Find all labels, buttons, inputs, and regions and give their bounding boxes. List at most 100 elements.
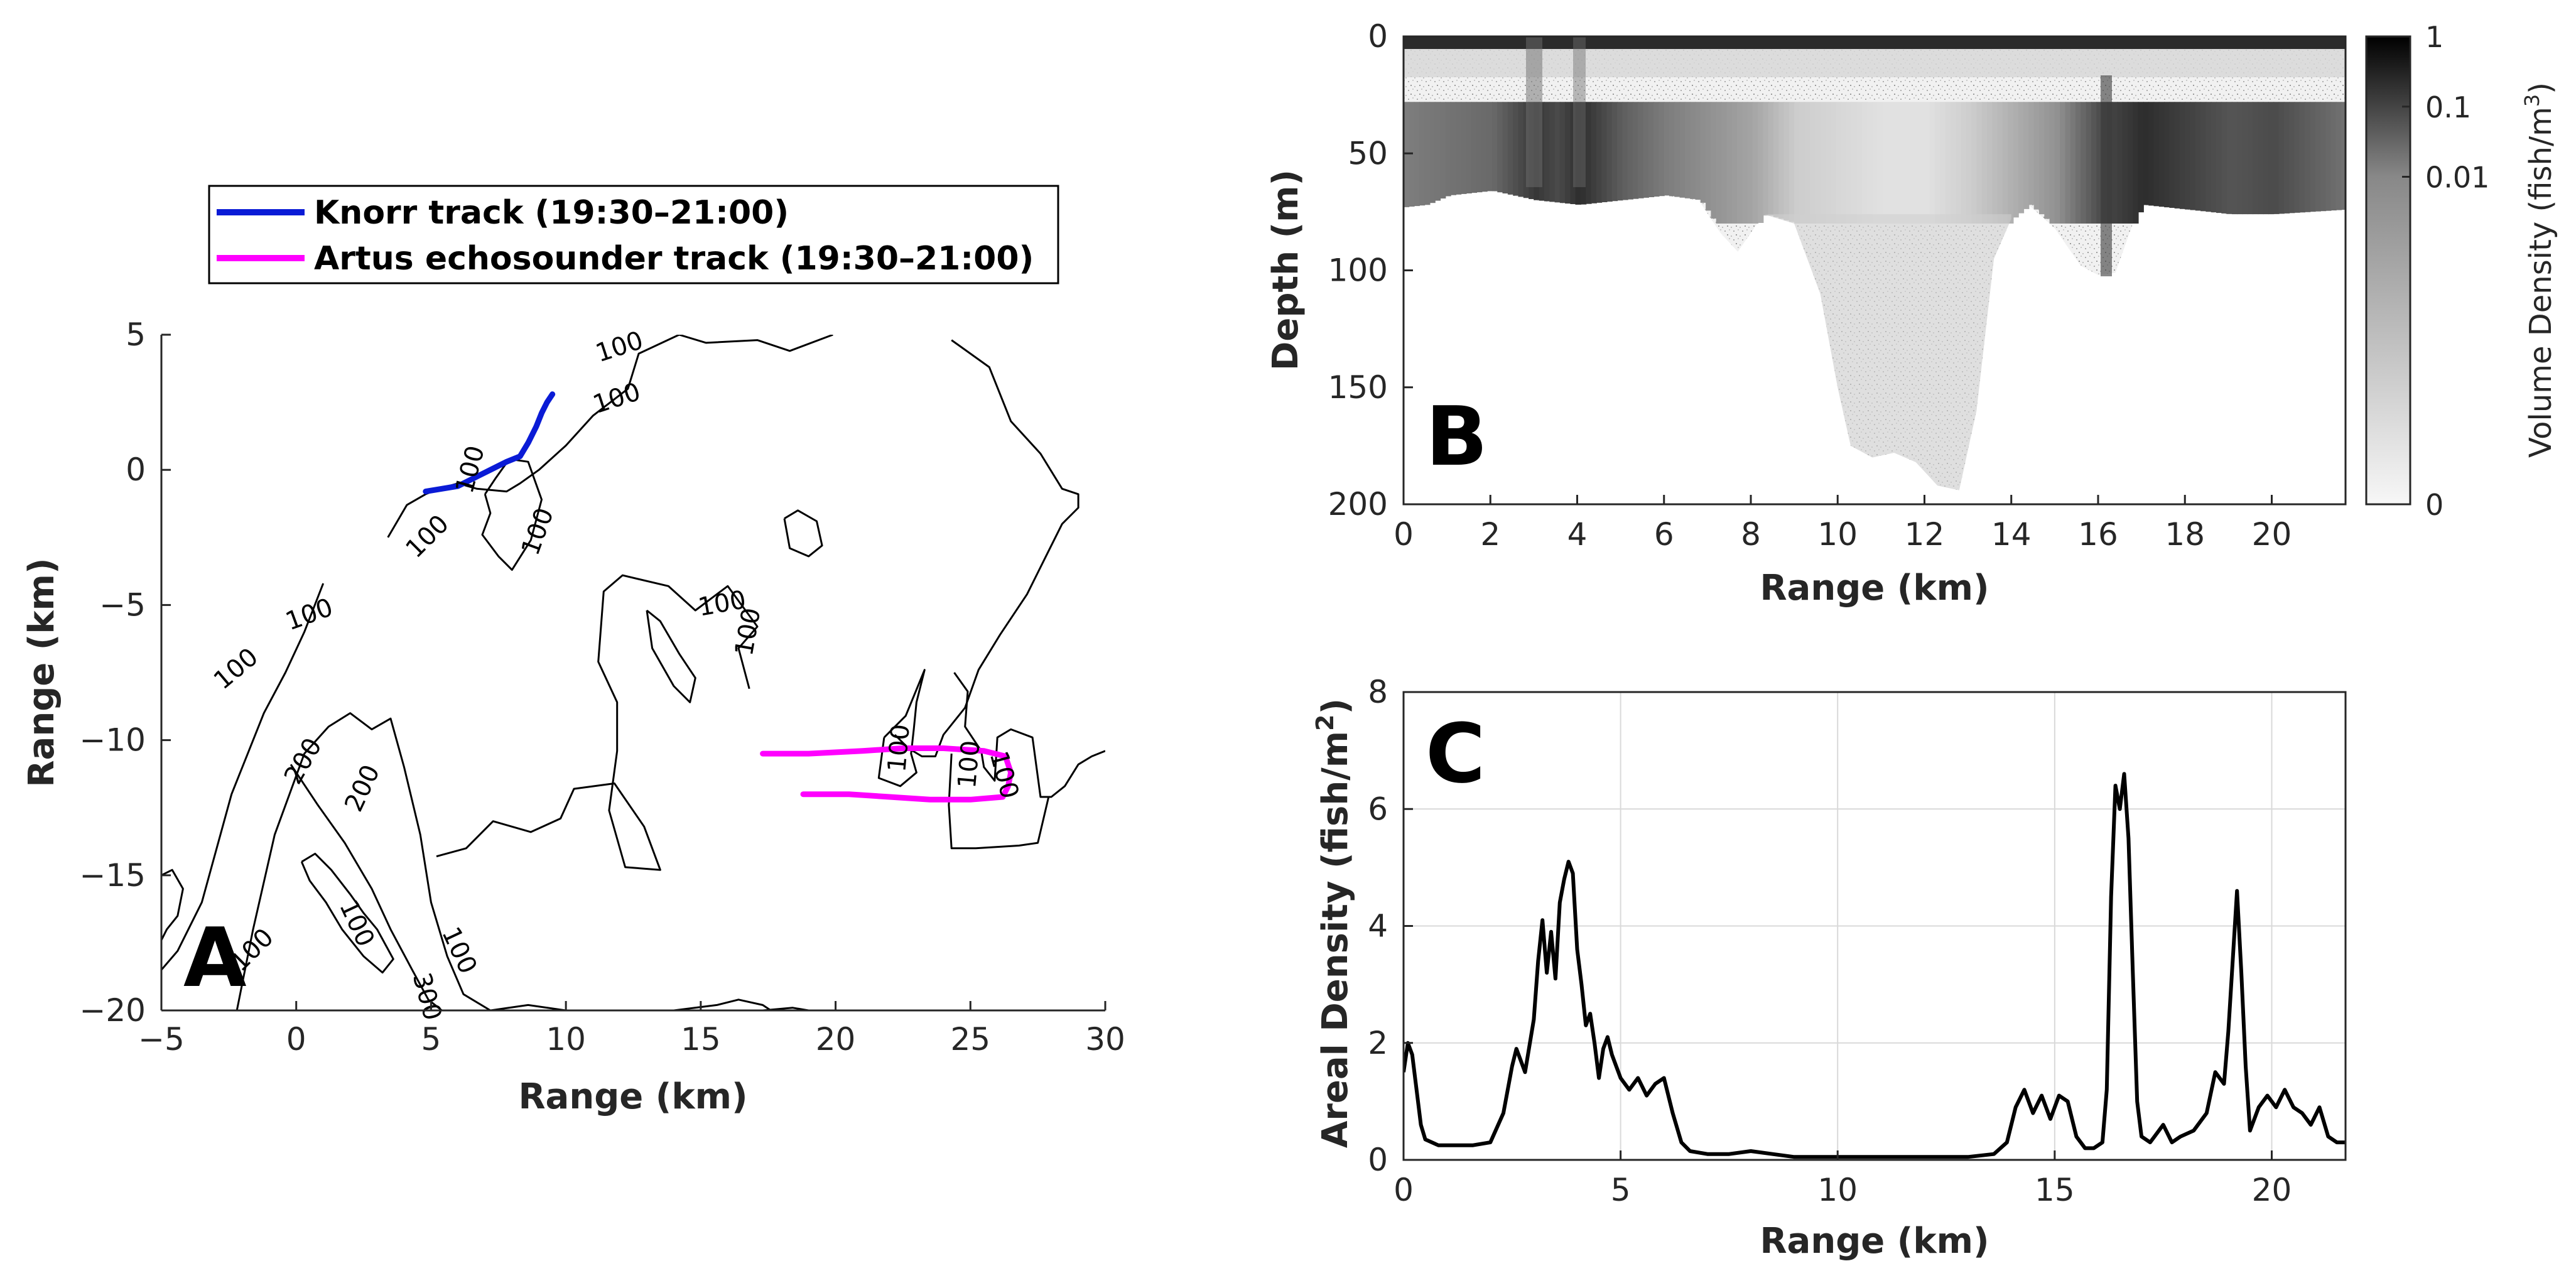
fish-layer-strip xyxy=(1951,102,1957,224)
fish-layer-strip xyxy=(1794,102,1800,224)
fish-layer-strip xyxy=(1659,102,1665,197)
track-knorr xyxy=(423,391,556,495)
x-axis-label: Range (km) xyxy=(1760,1221,1989,1262)
fish-layer-strip xyxy=(2049,102,2055,224)
fish-layer-strip xyxy=(2065,102,2071,224)
x-tick-label: 10 xyxy=(546,1021,586,1058)
fish-layer-strip xyxy=(1966,102,1973,224)
fish-layer-strip xyxy=(1856,102,1863,224)
fish-layer-strip xyxy=(1706,102,1712,211)
fish-layer-strip xyxy=(1888,102,1894,224)
contour-line xyxy=(783,509,823,558)
contour-label: 100 xyxy=(882,723,915,773)
legend: Knorr track (19:30–21:00) Artus echosoun… xyxy=(208,185,1059,284)
fish-layer-strip xyxy=(2278,102,2285,214)
fish-layer-strip xyxy=(1481,102,1488,192)
fish-layer-strip xyxy=(2320,102,2327,212)
x-tick-label: 14 xyxy=(1991,516,2032,553)
fish-layer-strip xyxy=(2289,102,2295,214)
contour-line xyxy=(235,712,566,1010)
fish-layer-strip xyxy=(2174,102,2180,208)
y-axis-label: Depth (m) xyxy=(1265,170,1306,371)
fish-layer-strip xyxy=(1445,102,1451,197)
fish-layer-strip xyxy=(2075,102,2082,224)
colorbar-label: Volume Density (fish/m3) xyxy=(2520,82,2558,458)
contour-line xyxy=(646,609,696,703)
fish-layer-strip xyxy=(2283,102,2290,214)
panel-letter: C xyxy=(1426,706,1485,801)
fish-layer-strip xyxy=(1810,102,1816,224)
fish-layer-strip xyxy=(1721,102,1728,224)
fish-layer-strip xyxy=(1903,102,1910,224)
fish-layer-strip xyxy=(2117,102,2123,224)
fish-layer-strip xyxy=(1455,102,1462,195)
fish-layer-strip xyxy=(2205,102,2212,212)
x-tick-label: 12 xyxy=(1905,516,1945,553)
fish-layer-strip xyxy=(2231,102,2238,215)
fish-layer-strip xyxy=(1507,102,1514,195)
fish-layer-strip xyxy=(1898,102,1905,224)
fish-layer-strip xyxy=(1559,102,1566,203)
fish-layer-strip xyxy=(1742,102,1748,224)
fish-layer-strip xyxy=(1758,102,1764,223)
fish-layer-strip xyxy=(1434,102,1441,201)
x-tick-label: 30 xyxy=(1085,1021,1125,1058)
fish-layer-strip xyxy=(1992,102,1998,224)
areal-density-series xyxy=(1404,772,2346,1159)
fish-layer-strip xyxy=(1711,102,1717,219)
y-tick-label: 8 xyxy=(1368,674,1388,710)
areal-density-line xyxy=(1404,772,2346,1159)
fish-layer-strip xyxy=(2158,102,2165,207)
x-tick-label: 0 xyxy=(286,1021,306,1058)
x-ticks: 0 5 10 15 20 xyxy=(1394,1150,2292,1208)
fish-layer-strip xyxy=(1513,102,1519,196)
fish-layer-strip xyxy=(1502,102,1508,193)
x-tick-label: 5 xyxy=(421,1021,441,1058)
fish-layer-strip xyxy=(1763,102,1769,216)
fish-layer-strip xyxy=(2315,102,2321,212)
fish-layer-strip xyxy=(1789,102,1795,222)
fish-layer-strip xyxy=(1466,102,1472,193)
fish-layer-strip xyxy=(2018,102,2025,214)
fish-layer-strip xyxy=(2185,102,2191,210)
x-tick-label: 16 xyxy=(2078,516,2118,553)
legend-label-knorr: Knorr track (19:30–21:00) xyxy=(314,194,789,232)
y-ticks: 5 0 −5 −10 −15 −20 xyxy=(79,317,171,1029)
fish-layer-strip xyxy=(1581,102,1587,205)
colorbar: 1 0.1 0.01 0 Volume Density (fish/m3) xyxy=(2365,20,2558,522)
fish-layer-strip xyxy=(2226,102,2232,214)
y-tick-label: 0 xyxy=(1368,18,1388,55)
fish-layer-strip xyxy=(1908,102,1915,224)
y-tick-label: 5 xyxy=(126,317,146,353)
x-axis-label: Range (km) xyxy=(518,1076,747,1117)
contour-line xyxy=(161,583,325,971)
fish-layer-strip xyxy=(2153,102,2160,207)
fish-layer-strip xyxy=(1570,102,1576,204)
fish-layer-strip xyxy=(2247,102,2254,215)
fish-layer-strip xyxy=(2143,102,2150,205)
fish-layer-strip xyxy=(2211,102,2217,213)
x-tick-label: 18 xyxy=(2165,516,2205,553)
y-axis-label: Areal Density (fish/m2) xyxy=(1311,698,1356,1148)
fish-layer-strip xyxy=(2268,102,2275,215)
y-tick-label: 100 xyxy=(1328,252,1388,289)
fish-layer-strip xyxy=(1476,102,1483,193)
fish-layer-strip xyxy=(1867,102,1873,224)
fish-layer-strip xyxy=(2081,102,2087,224)
fish-layer-strip xyxy=(2299,102,2305,213)
fish-layer-strip xyxy=(1638,102,1644,198)
fish-layer-strip xyxy=(1929,102,1936,224)
fish-layer-strip xyxy=(1684,102,1691,198)
x-tick-label: 20 xyxy=(2252,516,2292,553)
contour-line xyxy=(953,672,1105,798)
fish-layer-strip xyxy=(1450,102,1456,195)
panel-letter: B xyxy=(1426,389,1488,484)
fish-layer-strip xyxy=(1591,102,1597,203)
y-tick-label: 2 xyxy=(1368,1025,1388,1061)
legend-label-artus: Artus echosounder track (19:30–21:00) xyxy=(314,240,1034,278)
colorbar-tick-label: 0 xyxy=(2425,488,2443,522)
fish-layer-strip xyxy=(1518,102,1524,197)
